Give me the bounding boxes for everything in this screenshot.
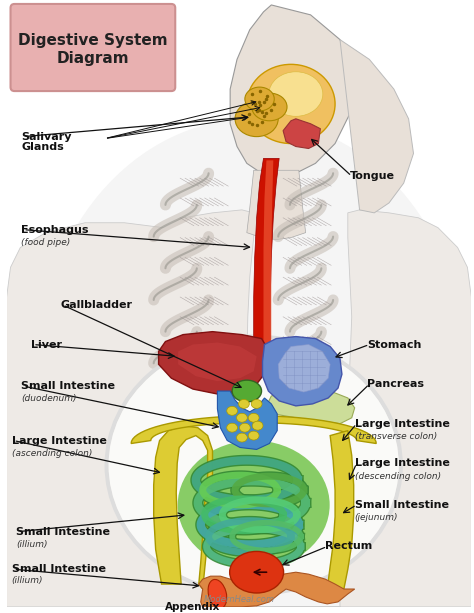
Text: Esophagus: Esophagus <box>21 225 89 235</box>
Ellipse shape <box>227 423 237 432</box>
Text: Salivary: Salivary <box>21 132 72 142</box>
Text: (jejunum): (jejunum) <box>355 513 398 522</box>
Polygon shape <box>178 343 256 381</box>
Ellipse shape <box>252 93 287 121</box>
Ellipse shape <box>237 433 247 442</box>
Text: Liver: Liver <box>31 340 62 349</box>
Ellipse shape <box>248 413 259 422</box>
Text: (food pipe): (food pipe) <box>21 238 71 247</box>
Text: (transverse colon): (transverse colon) <box>355 432 437 441</box>
Polygon shape <box>199 572 355 607</box>
Polygon shape <box>327 431 354 589</box>
Polygon shape <box>264 161 273 346</box>
Ellipse shape <box>232 380 262 402</box>
Text: Appendix: Appendix <box>165 602 220 612</box>
Text: Stomach: Stomach <box>367 340 422 349</box>
Polygon shape <box>283 119 320 148</box>
Ellipse shape <box>251 400 262 408</box>
Ellipse shape <box>269 72 323 116</box>
FancyBboxPatch shape <box>10 4 175 91</box>
Polygon shape <box>340 40 413 213</box>
Ellipse shape <box>235 101 278 137</box>
Ellipse shape <box>178 441 330 569</box>
Polygon shape <box>7 210 471 607</box>
Text: (descending colon): (descending colon) <box>355 471 441 481</box>
Ellipse shape <box>239 423 250 432</box>
Polygon shape <box>218 391 277 449</box>
Ellipse shape <box>247 64 335 143</box>
Text: Small Intestine: Small Intestine <box>355 500 449 510</box>
Ellipse shape <box>109 338 399 592</box>
Polygon shape <box>230 5 355 176</box>
Text: Large Intestine: Large Intestine <box>355 459 449 468</box>
Text: Small Intestine: Small Intestine <box>21 381 115 391</box>
Ellipse shape <box>252 421 263 430</box>
Text: (ascending colon): (ascending colon) <box>11 449 92 458</box>
Ellipse shape <box>238 400 249 408</box>
Text: Gallbladder: Gallbladder <box>61 300 133 310</box>
Ellipse shape <box>230 552 283 593</box>
Ellipse shape <box>248 431 259 440</box>
Polygon shape <box>154 425 212 589</box>
Polygon shape <box>247 170 306 240</box>
Text: Small Intestine: Small Intestine <box>11 564 106 574</box>
Text: Digestive System
Diagram: Digestive System Diagram <box>18 33 168 66</box>
Text: Large Intestine: Large Intestine <box>355 419 449 428</box>
Ellipse shape <box>227 406 237 415</box>
Polygon shape <box>159 332 269 394</box>
Text: (illium): (illium) <box>17 540 48 549</box>
Text: Large Intestine: Large Intestine <box>11 435 106 446</box>
Polygon shape <box>278 345 330 392</box>
Text: Pancreas: Pancreas <box>367 379 424 389</box>
Polygon shape <box>263 337 342 406</box>
Ellipse shape <box>245 87 274 111</box>
Polygon shape <box>131 416 376 443</box>
Text: Tongue: Tongue <box>350 171 395 181</box>
Text: (illium): (illium) <box>11 576 43 585</box>
Text: Glands: Glands <box>21 142 64 151</box>
Ellipse shape <box>36 119 467 613</box>
Ellipse shape <box>208 579 227 609</box>
Text: ModernHeal.com: ModernHeal.com <box>203 595 274 604</box>
Ellipse shape <box>237 413 247 422</box>
Text: Rectum: Rectum <box>325 541 373 552</box>
Text: Small Intestine: Small Intestine <box>17 527 110 536</box>
Text: (duodenum): (duodenum) <box>21 394 77 403</box>
Polygon shape <box>266 389 355 424</box>
Polygon shape <box>254 158 279 367</box>
